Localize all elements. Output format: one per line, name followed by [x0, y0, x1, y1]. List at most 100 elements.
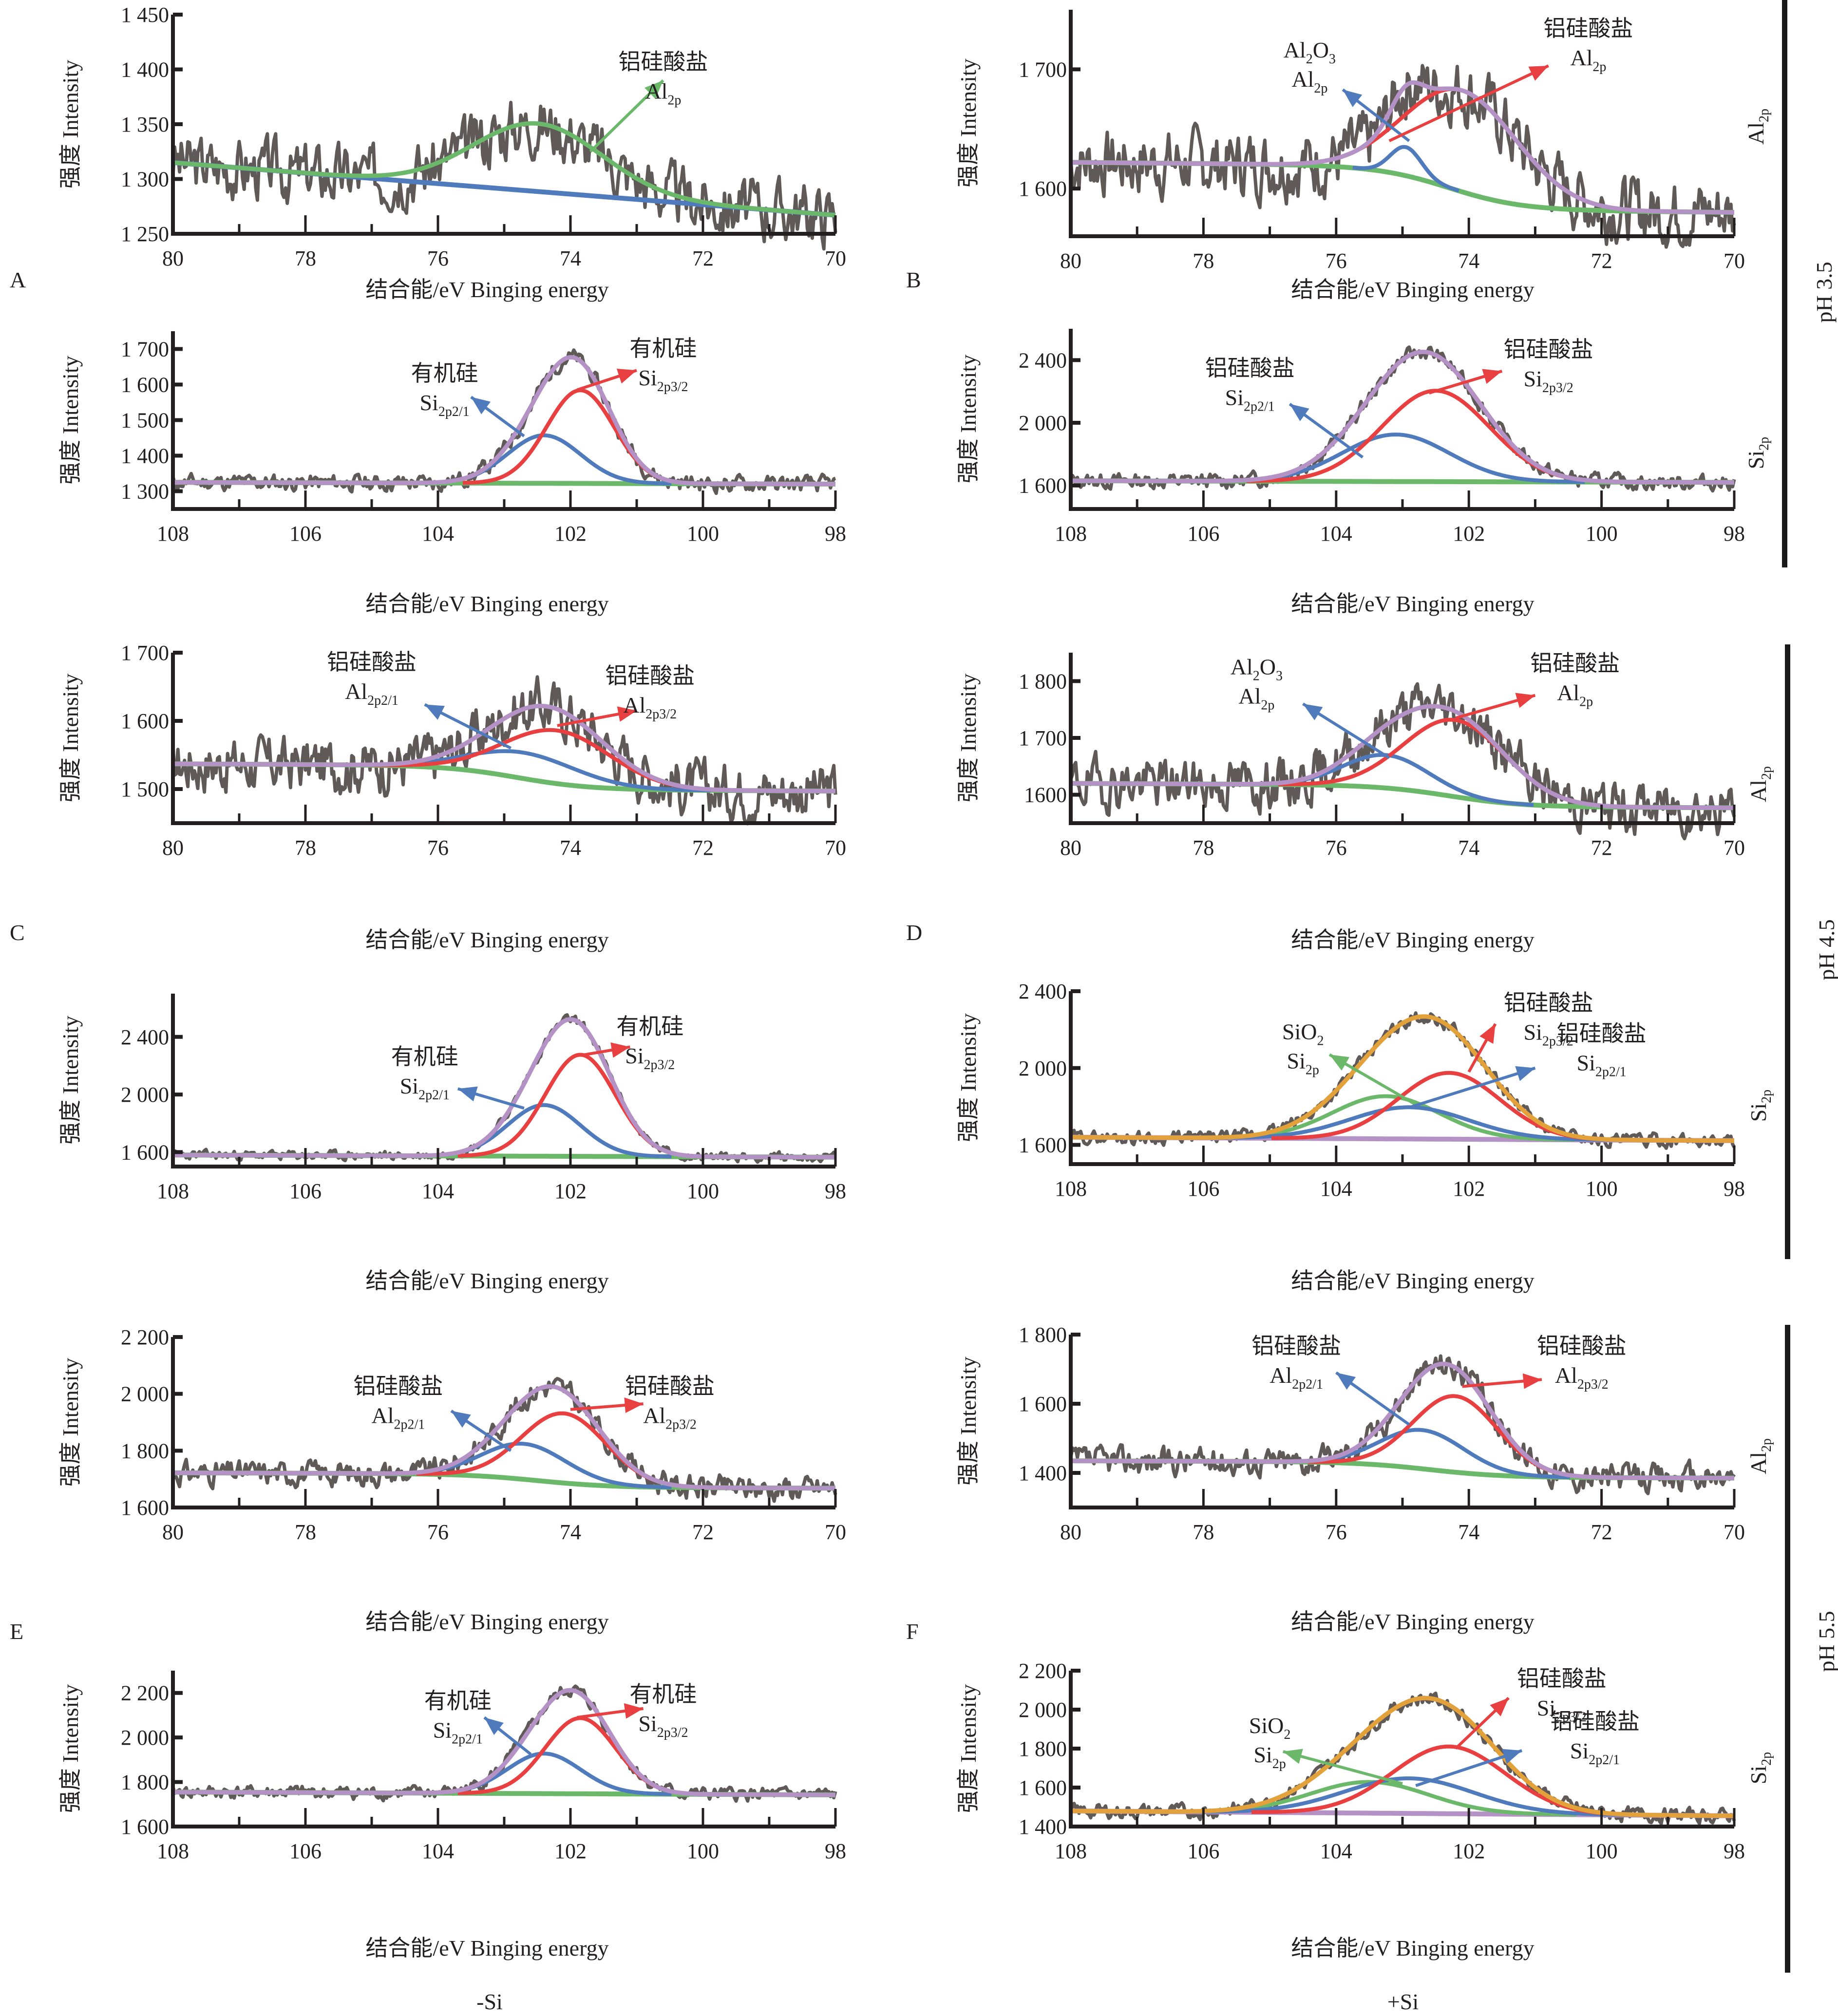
x-tick-label: 72 [692, 246, 714, 270]
raw-spectrum-line [172, 1013, 837, 1164]
envelope-fit-line [1071, 350, 1734, 485]
x-tick-label: 106 [289, 522, 322, 546]
x-tick-label: 78 [295, 246, 316, 270]
annotation-orbital-label: Si2p [1287, 1049, 1319, 1078]
annotation-subscript: 2p [667, 93, 681, 108]
y-tick-label: 1 500 [121, 409, 169, 433]
annotation-compound-label: 有机硅 [411, 361, 478, 386]
annotation-orbital-label: Al2p2/1 [1270, 1363, 1323, 1392]
annotation-compound-text: 铝硅酸盐 [625, 1374, 715, 1399]
xps-panel: 80 78 76 74 72 70 1 600 1 800 2 000 2 200 强度 Inten… [10, 1325, 846, 1644]
annotation-subscript: 2p2/1 [1244, 399, 1275, 415]
x-tick-label: 100 [687, 522, 719, 546]
annotation-compound-label: SiO2 [1282, 1019, 1324, 1049]
x-tick-label: 74 [1458, 1520, 1479, 1544]
annotation-arrow-head [610, 1042, 630, 1058]
y-axis-title: 强度 Intensity [956, 58, 981, 187]
annotation-element-text: Al [372, 1403, 394, 1428]
annotation-arrow-head [624, 1397, 644, 1413]
annotation-orbital-label: Si2p2/1 [420, 390, 470, 419]
y-tick-label: 2 000 [1019, 411, 1067, 435]
envelope-fit-line [173, 703, 835, 793]
component-peak-line [462, 388, 700, 486]
annotation-compound-label: Al2O3 [1231, 654, 1283, 683]
annotation-orbital-label: Al2p [1570, 45, 1606, 75]
annotation-subscript: 2p3/2 [1542, 1034, 1573, 1049]
annotation-subscript: 2 [1306, 52, 1313, 67]
x-tick-label: 70 [1724, 836, 1745, 860]
annotation-compound-text: 铝硅酸盐 [327, 650, 417, 675]
annotation-element-text: Si [1287, 1049, 1306, 1074]
annotation-element-text: Si [638, 1711, 657, 1736]
annotation-compound-text: 铝硅酸盐 [1537, 1334, 1627, 1358]
raw-spectrum-line [1069, 64, 1736, 249]
y-tick-label: 1600 [1024, 783, 1067, 807]
y-tick-label: 1 800 [1019, 669, 1067, 693]
annotation-orbital-label: Si2p2/1 [400, 1074, 450, 1103]
x-tick-label: 98 [1724, 522, 1745, 546]
y-tick-label: 1 600 [1019, 1392, 1067, 1416]
panel-letter: F [906, 1619, 919, 1644]
annotation-compound-text: 铝硅酸盐 [353, 1374, 443, 1399]
annotation-orbital-label: Al2p [645, 79, 681, 108]
y-tick-label: 1 400 [1019, 1461, 1067, 1485]
envelope-fit-line [172, 1688, 835, 1797]
x-tick-label: 104 [1320, 1177, 1352, 1201]
annotation-arrow-head [1283, 1749, 1303, 1764]
annotation-orbital-label: Al2p3/2 [1555, 1363, 1609, 1392]
envelope-fit-line [172, 121, 836, 218]
annotation-arrow-head [616, 368, 637, 384]
x-tick-label: 70 [825, 246, 846, 270]
annotation-compound-label: 铝硅酸盐 [1504, 337, 1593, 362]
y-tick-label: 1 700 [1019, 57, 1067, 81]
x-tick-label: 100 [687, 1179, 719, 1203]
annotation-subscript: 2p [1592, 59, 1606, 75]
annotation-subscript: 2p [1314, 81, 1327, 96]
x-tick-label: 78 [1193, 836, 1214, 860]
annotation-orbital-label: Si2p2/1 [1570, 1738, 1620, 1768]
x-tick-label: 74 [560, 1520, 581, 1544]
annotation-arrow-head [1343, 89, 1363, 107]
annotation-subscript: 2p2/1 [1292, 1377, 1323, 1392]
annotation-compound-text: 铝硅酸盐 [1550, 1709, 1640, 1734]
annotation-orbital-label: Al2p [1557, 680, 1593, 709]
annotation-compound-text: 铝硅酸盐 [1205, 356, 1295, 381]
y-tick-label: 2 200 [1019, 1659, 1067, 1683]
annotation-compound-text: 铝硅酸盐 [1530, 651, 1620, 676]
annotation-element-text: Al [1557, 680, 1579, 705]
x-tick-label: 102 [554, 522, 587, 546]
annotation-compound-text: SiO [1249, 1713, 1284, 1738]
annotation-compound-label: 有机硅 [629, 1682, 697, 1707]
x-tick-label: 76 [1326, 249, 1347, 273]
annotation-orbital-label: Al2p2/1 [372, 1403, 425, 1432]
annotation-subscript: 2 [1317, 1034, 1324, 1049]
x-axis-title: 结合能/eV Binging energy [365, 1268, 608, 1293]
x-axis-title: 结合能/eV Binging energy [1291, 927, 1534, 952]
raw-spectrum-line [1069, 1354, 1736, 1495]
annotation-orbital-label: Si2p3/2 [625, 1043, 675, 1073]
y-tick-label: 1 400 [1019, 1815, 1067, 1839]
x-tick-label: 108 [1055, 522, 1087, 546]
annotation-compound-label: 铝硅酸盐 [1550, 1709, 1640, 1734]
x-tick-label: 102 [1453, 1177, 1485, 1201]
raw-spectrum-line [171, 100, 837, 251]
annotation-element-text: Al [623, 693, 645, 717]
annotation-compound-label: 铝硅酸盐 [1517, 1666, 1607, 1691]
annotation-arrow-line [1283, 1750, 1403, 1785]
y-tick-label: 1 800 [121, 1771, 169, 1794]
panels: 80 78 76 74 72 70 1 250 1 300 1 350 1 400 1 450 强度 … [10, 3, 1745, 1960]
group-label-ph45: pH 4.5 [1814, 919, 1838, 980]
annotation-compound-label: 铝硅酸盐 [1504, 990, 1593, 1015]
annotation-subscript: 2 [1284, 1727, 1290, 1742]
x-axis-title: 结合能/eV Binging energy [1291, 1936, 1534, 1960]
panel-letter: B [906, 267, 921, 292]
x-tick-label: 98 [825, 1839, 846, 1863]
bracket-bar [1782, 0, 1787, 567]
group-bracket-ph45: Al2p Si2p pH 4.5 [1746, 644, 1838, 1259]
annotation-subscript: 2p2/1 [367, 693, 398, 708]
annotation-compound-text: 铝硅酸盐 [1543, 16, 1633, 41]
x-tick-label: 78 [295, 836, 316, 860]
column-label-minus-si: -Si [476, 1989, 503, 2014]
annotation-element-text: Si [1225, 385, 1244, 410]
